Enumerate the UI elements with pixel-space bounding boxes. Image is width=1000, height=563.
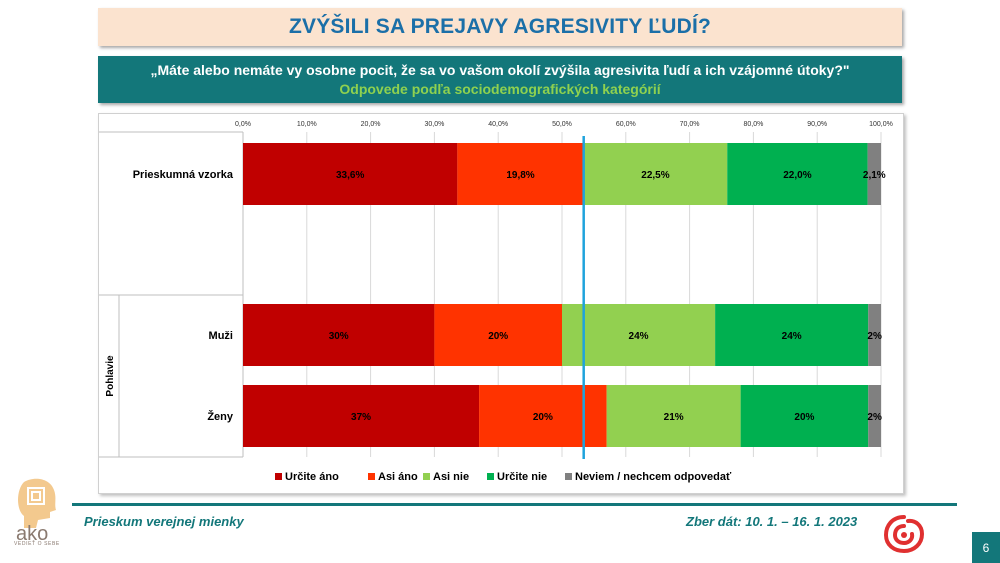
x-tick-label: 20,0% [361,121,381,128]
survey-question: „Máte alebo nemáte vy osobne pocit, že s… [150,61,850,78]
bar-segment [243,304,435,366]
bar-segment [562,304,716,366]
category-label: Ženy [207,410,234,423]
data-label: 37% [351,412,371,423]
spiral-logo-icon [883,515,925,554]
bar-segment [868,304,881,366]
category-label: Muži [209,330,233,342]
group-label: Pohlavie [105,355,116,397]
legend-label: Neviem / nechcem odpovedať [575,471,732,483]
x-tick-label: 100,0% [869,121,893,128]
bar-segment [740,385,869,447]
data-label: 22,5% [641,170,669,181]
bar-segment [583,143,728,205]
title-banner: ZVÝŠILI SA PREJAVY AGRESIVITY ĽUDÍ? [98,8,902,46]
x-tick-label: 40,0% [488,121,508,128]
data-label: 22,0% [783,170,811,181]
data-label: 20% [794,412,814,423]
data-label: 19,8% [506,170,534,181]
ako-logo-icon: ako [16,478,56,545]
chart-subtitle: Odpovede podľa sociodemografických kateg… [339,80,661,97]
data-label: 24% [782,331,802,342]
x-tick-label: 50,0% [552,121,572,128]
legend-swatch [368,473,375,480]
data-label: 20% [533,412,553,423]
bar-segment [606,385,741,447]
bar-segment [867,143,881,205]
x-tick-label: 0,0% [235,121,251,128]
data-label: 33,6% [336,170,364,181]
x-tick-label: 10,0% [297,121,317,128]
legend-label: Asi áno [378,471,418,483]
data-label: 2% [867,331,882,342]
bar-segment [243,385,480,447]
logo-wordmark: ako [16,523,48,545]
bar-segment [479,385,607,447]
data-label: 2,1% [863,170,886,181]
question-banner: „Máte alebo nemáte vy osobne pocit, že s… [98,56,902,103]
logo-tagline: VEDIEŤ O SEBE [14,541,60,547]
bar-segment [868,385,881,447]
legend-swatch [275,473,282,480]
data-label: 30% [329,331,349,342]
x-tick-label: 90,0% [807,121,827,128]
bar-segment [727,143,868,205]
x-tick-label: 30,0% [424,121,444,128]
x-tick-label: 60,0% [616,121,636,128]
data-label: 24% [629,331,649,342]
footer-collection-date: Zber dát: 10. 1. – 16. 1. 2023 [686,514,858,529]
bar-segment [457,143,584,205]
legend-swatch [487,473,494,480]
legend-swatch [423,473,430,480]
bar-segment [243,143,458,205]
data-label: 21% [664,412,684,423]
chart-frame: 0,0% 10,0% 20,0% 30,0% 40,0% 50,0% 60,0% 70,0% 8… [98,113,904,494]
bar-segment [715,304,869,366]
x-tick-label: 70,0% [680,121,700,128]
x-tick-label: 80,0% [743,121,763,128]
stacked-bar-chart: 0,0% 10,0% 20,0% 30,0% 40,0% 50,0% 60,0% 70,0% 8… [99,121,893,483]
legend-label: Určite áno [285,471,339,483]
footer-divider [72,503,957,506]
legend-label: Určite nie [497,471,547,483]
data-label: 2% [867,412,882,423]
page-number: 6 [972,532,1000,563]
bar-segment [434,304,562,366]
legend-swatch [565,473,572,480]
category-label: Prieskumná vzorka [133,169,234,181]
page-title: ZVÝŠILI SA PREJAVY AGRESIVITY ĽUDÍ? [288,15,712,38]
data-label: 20% [488,331,508,342]
footer-survey-name: Prieskum verejnej mienky [84,514,244,529]
legend-label: Asi nie [433,471,469,483]
